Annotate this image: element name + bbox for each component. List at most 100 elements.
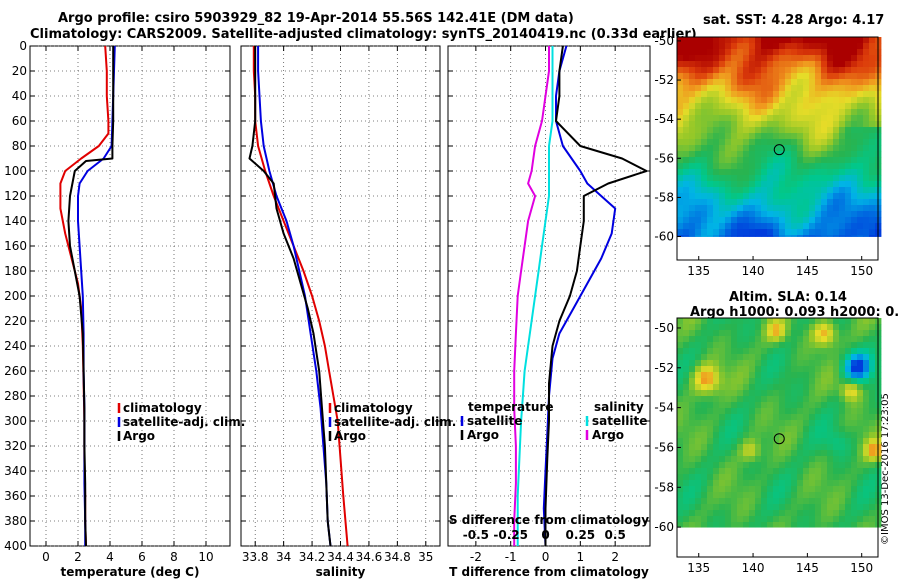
sla_map-cell [737,318,744,325]
sst_map-cell [725,55,732,62]
sst_map-cell [719,151,726,158]
sla_map-cell [791,354,798,361]
sla_map-cell [797,468,804,475]
sla_map-cell [725,522,732,528]
sst_map-cell [785,49,792,56]
sst_map-cell [785,235,792,237]
sst_map-cell [797,145,804,152]
sst_map-cell [689,67,696,74]
sst_map-cell [833,121,840,128]
sst_map-cell [755,157,762,164]
sla_map-cell [821,348,828,355]
sla_map-cell [857,402,864,409]
sst_map-cell [707,43,714,50]
sla_map-cell [677,492,684,499]
sst_map-cell [755,145,762,152]
sst_map-cell [809,163,816,170]
sla_map-cell [851,372,858,379]
sst_map-cell [779,211,786,218]
sst_map-cell [755,91,762,98]
sst-map-title: sat. SST: 4.28 Argo: 4.17 [703,13,885,28]
sla_map-cell [869,402,876,409]
sla_map-cell [743,450,750,457]
sla_map-cell [857,420,864,427]
sst_map-cell [857,103,864,110]
depth-tick-label: 380 [4,514,27,528]
sla_map-ytick-label: -50 [654,321,674,335]
sla_map-cell [719,504,726,511]
sla_map-cell [725,366,732,373]
sla_map-cell [737,396,744,403]
sla_map-cell [755,444,762,451]
sla_map-cell [773,522,780,528]
sla_map-cell [767,348,774,355]
sst_map-cell [749,37,756,44]
sst_map-cell [707,175,714,182]
sst_map-cell [737,61,744,68]
sst_map-cell [701,229,708,236]
sst_map-cell [785,199,792,206]
sla_map-cell [683,474,690,481]
sla_map-cell [815,432,822,439]
sst_map-cell [743,235,750,237]
sst_map-cell [701,37,708,44]
sst_map-cell [827,229,834,236]
sst_map-cell [701,121,708,128]
sla_map-cell [683,522,690,528]
sst_map-cell [803,73,810,80]
sst_map-cell [785,193,792,200]
sla_map-cell [761,474,768,481]
sla_map-cell [701,402,708,409]
sst_map-cell [827,49,834,56]
sla_map-cell [839,504,846,511]
sst_map-cell [767,91,774,98]
sla_map-cell [713,522,720,528]
sla_map-cell [815,384,822,391]
sst_map-cell [851,43,858,50]
sst_map-cell [773,103,780,110]
sst_map-cell [857,127,864,134]
sla_map-cell [821,450,828,457]
sst_map-cell [743,145,750,152]
sla_map-cell [743,438,750,445]
sst_map-cell [779,205,786,212]
sla_map-cell [707,378,714,385]
sla_map-cell [731,444,738,451]
sst_map-cell [689,157,696,164]
sla_map-cell [809,360,816,367]
sst_map-cell [761,145,768,152]
sla_map-cell [845,384,852,391]
sla_map-cell [797,486,804,493]
sla_map-cell [839,342,846,349]
sst_map-cell [725,43,732,50]
sla_map-cell [737,522,744,528]
sla_map-cell [773,474,780,481]
sst_map-cell [677,235,684,237]
sst_map-cell [749,49,756,56]
sla_map-cell [803,426,810,433]
sst_map-cell [809,175,816,182]
sst_map-cell [677,121,684,128]
sla_map-cell [803,462,810,469]
sla_map-cell [779,396,786,403]
sst_map-cell [761,121,768,128]
sla_map-cell [821,366,828,373]
diff-legend-salinity-label: satellite [592,414,647,428]
sla_map-cell [737,330,744,337]
sst_map-cell [695,235,702,237]
sst_map-cell [749,193,756,200]
sst_map-cell [719,199,726,206]
sla_map-cell [821,480,828,487]
sst_map-cell [779,193,786,200]
sst_map-cell [791,181,798,188]
sla_map-cell [683,408,690,415]
sla_map-cell [791,468,798,475]
sst_map-cell [689,79,696,86]
sst_map-cell [845,43,852,50]
sst_map-cell [869,151,876,158]
sst_map-cell [803,193,810,200]
sst_map-cell [755,55,762,62]
sla_map-cell [803,408,810,415]
sst_map-cell [791,205,798,212]
sla_map-cell [869,510,876,517]
